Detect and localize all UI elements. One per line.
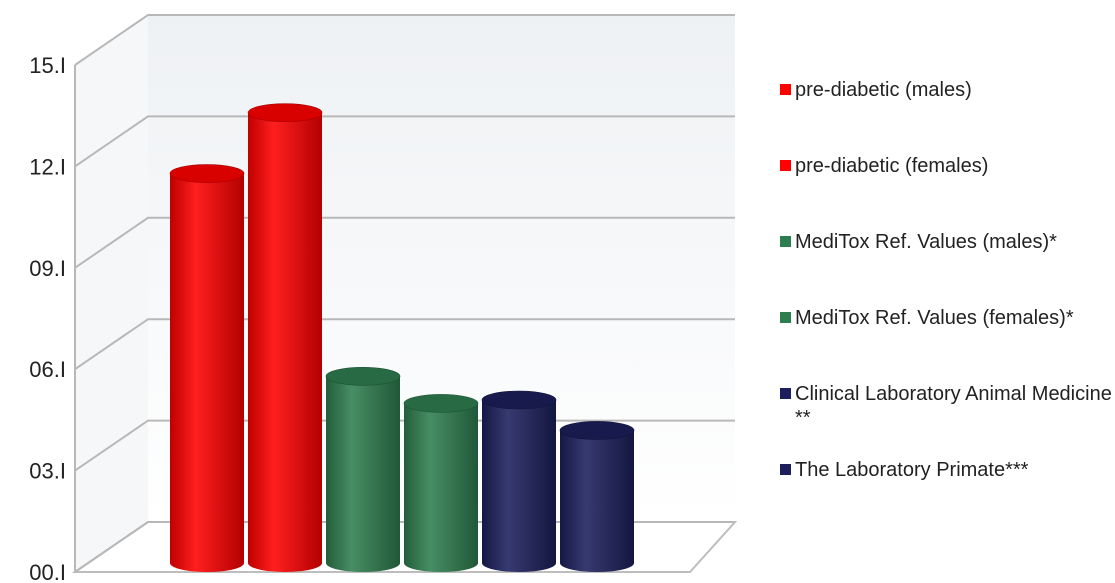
bar — [559, 421, 635, 572]
y-axis-ticks: 00.I 03.I 06.I 09.I 12.I 15.I — [29, 53, 66, 583]
legend-item: The Laboratory Primate*** — [780, 458, 1115, 482]
legend-swatch — [780, 160, 791, 171]
bar — [481, 390, 557, 572]
legend-swatch — [780, 236, 791, 247]
bar — [169, 164, 245, 573]
legend-item: pre-diabetic (females) — [780, 154, 1115, 178]
legend-label: MediTox Ref. Values (males)* — [795, 231, 1057, 253]
legend-label: The Laboratory Primate*** — [795, 459, 1029, 481]
legend-label: Clinical Laboratory Animal Medicine ** — [795, 383, 1112, 429]
y-tick-label: 00.I — [29, 560, 66, 583]
legend-label: pre-diabetic (males) — [795, 79, 972, 101]
legend-swatch — [780, 312, 791, 323]
legend-label: pre-diabetic (females) — [795, 155, 989, 177]
legend-swatch — [780, 388, 791, 399]
legend-item: pre-diabetic (males) — [780, 78, 1115, 102]
legend-label: MediTox Ref. Values (females)* — [795, 307, 1074, 329]
y-tick-label: 06.I — [29, 357, 66, 382]
bars — [169, 103, 635, 573]
bar-chart: 00.I 03.I 06.I 09.I 12.I 15.I — [29, 14, 738, 583]
gridline — [74, 115, 735, 168]
y-tick-label: 09.I — [29, 256, 66, 281]
gridline — [74, 216, 735, 269]
bar — [247, 103, 323, 572]
y-tick-label: 15.I — [29, 53, 66, 78]
gridline — [74, 14, 735, 66]
y-tick-label: 03.I — [29, 459, 66, 484]
side-wall — [75, 15, 148, 572]
bar — [325, 367, 401, 572]
gridline — [74, 318, 735, 371]
bar — [403, 394, 479, 572]
legend-item: MediTox Ref. Values (females)* — [780, 306, 1115, 330]
y-tick-label: 12.I — [29, 154, 66, 179]
gridlines — [74, 14, 735, 573]
legend-swatch — [780, 464, 791, 475]
legend-swatch — [780, 84, 791, 95]
legend-item: MediTox Ref. Values (males)* — [780, 230, 1115, 254]
legend-item: Clinical Laboratory Animal Medicine ** — [780, 382, 1115, 430]
